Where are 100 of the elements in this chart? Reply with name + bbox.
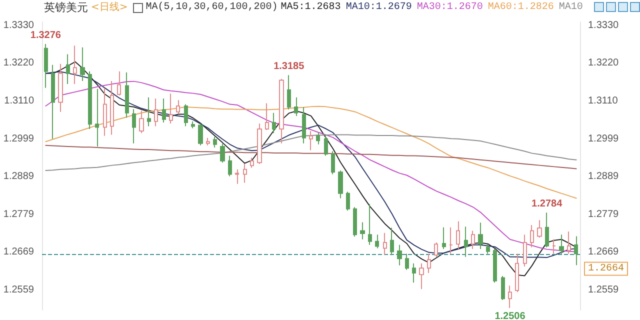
annotation: 1.2506 xyxy=(494,310,526,320)
candlestick xyxy=(486,244,490,254)
text: MA30:1.2670 xyxy=(416,2,483,14)
candlestick xyxy=(464,226,468,258)
y2-tick-label: 1.3330 xyxy=(588,20,620,31)
candlestick xyxy=(139,110,144,134)
candlestick xyxy=(552,238,556,254)
candlestick xyxy=(412,262,416,284)
y-tick-label: 1.2559 xyxy=(3,284,34,296)
candlestick xyxy=(95,88,99,147)
candlestick xyxy=(545,212,549,248)
candlestick xyxy=(257,122,262,164)
candlestick xyxy=(324,134,328,156)
y2-tick-label: 1.2999 xyxy=(588,133,620,144)
annotation: 1.3276 xyxy=(30,30,62,41)
candlestick xyxy=(360,222,365,240)
candlestick xyxy=(390,227,394,256)
candlestick xyxy=(449,226,453,254)
candlestick xyxy=(228,155,232,177)
y-tick-label: 1.3110 xyxy=(4,95,34,106)
candlestick xyxy=(316,132,320,145)
text: MA60:1.2826 xyxy=(488,2,554,14)
candlestick xyxy=(117,70,121,96)
candlestick xyxy=(213,136,217,148)
candlestick xyxy=(184,104,188,127)
candlestick xyxy=(110,80,114,136)
candlestick xyxy=(471,230,475,250)
candlestick xyxy=(206,137,210,146)
y-tick-label: 1.2779 xyxy=(3,208,34,220)
line-series xyxy=(45,106,577,199)
y2-tick-label: 1.2889 xyxy=(588,171,620,182)
candlestick xyxy=(375,234,379,249)
candlestick xyxy=(537,220,542,238)
candlestick xyxy=(176,100,180,114)
candlestick xyxy=(80,46,85,82)
candlestick xyxy=(147,96,151,127)
candlestick xyxy=(302,106,306,144)
candlestick xyxy=(419,262,424,290)
candlestick xyxy=(434,242,438,258)
chart-title: 英镑美元 xyxy=(44,1,88,14)
ref-line-label: 1.2664 xyxy=(588,263,624,274)
candlestick xyxy=(574,236,578,266)
text: MA10 xyxy=(558,2,583,14)
candlestick xyxy=(279,78,284,144)
y-tick-label: 1.3330 xyxy=(3,20,34,31)
candlestick xyxy=(383,232,387,256)
line-series xyxy=(45,144,577,170)
candlestick xyxy=(73,45,77,85)
y2-tick-label: 1.2559 xyxy=(588,284,620,296)
candlestick xyxy=(88,70,92,130)
annotation: 1.2784 xyxy=(532,198,563,210)
y-tick-label: 1.2669 xyxy=(3,246,34,258)
annotation: 1.3185 xyxy=(274,61,305,72)
y2-tick-label: 1.3220 xyxy=(588,58,620,69)
candlestick xyxy=(442,226,446,250)
y2-tick-label: 1.3110 xyxy=(588,95,618,106)
candlestick xyxy=(162,98,166,123)
y2-tick-label: 1.2779 xyxy=(588,208,620,220)
chart-subtitle: <日线> xyxy=(91,2,128,14)
candlestick xyxy=(567,230,571,254)
candlestick xyxy=(427,253,431,274)
candlestick xyxy=(508,285,512,308)
candlestick xyxy=(125,72,129,118)
candlestick xyxy=(243,163,247,184)
candlestick xyxy=(405,253,409,270)
candlestick xyxy=(198,122,203,146)
y2-tick-label: 1.2669 xyxy=(588,246,620,258)
text: MA10:1.2679 xyxy=(346,2,412,14)
candlestick xyxy=(235,168,239,184)
candlestick xyxy=(250,157,254,168)
candlestick xyxy=(132,108,136,144)
candlestick xyxy=(397,244,402,266)
candlestick xyxy=(272,112,276,134)
candlestick xyxy=(58,63,63,112)
candlestick xyxy=(66,54,70,85)
text: MA(5,10,30,60,100,200) xyxy=(146,2,278,14)
candlestick xyxy=(346,191,350,212)
candlestick xyxy=(456,220,460,250)
candlestick xyxy=(51,64,55,140)
candlestick xyxy=(515,253,519,293)
candlestick xyxy=(478,222,483,250)
candlestick xyxy=(287,74,291,110)
candlestick xyxy=(353,206,357,238)
candlestick xyxy=(44,43,48,88)
y-tick-label: 1.2999 xyxy=(3,133,34,144)
candlestick xyxy=(309,130,313,151)
candlestick xyxy=(103,87,107,136)
candlestick xyxy=(154,98,158,127)
candlestick xyxy=(169,93,173,124)
candlestick xyxy=(501,276,505,301)
candlestick xyxy=(368,204,372,246)
y-tick-label: 1.3220 xyxy=(3,58,34,69)
text: MA5:1.2683 xyxy=(280,2,341,14)
candlestick xyxy=(294,96,298,116)
candlestick xyxy=(265,102,269,130)
candlestick xyxy=(523,234,527,267)
candlestick xyxy=(220,143,225,164)
y-tick-label: 1.2889 xyxy=(3,171,34,182)
candlestick xyxy=(493,248,497,284)
candlestick xyxy=(191,120,195,129)
